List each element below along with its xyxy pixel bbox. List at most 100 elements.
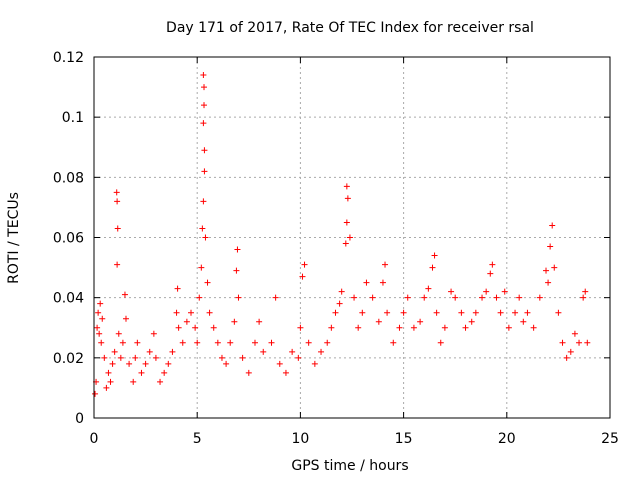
x-tick-label: 25 [601,431,619,447]
x-tick-label: 20 [498,431,516,447]
x-tick-label: 0 [90,431,99,447]
data-point [379,279,386,286]
data-point [505,324,512,331]
data-point [183,318,190,325]
data-point [114,198,121,205]
data-point [115,330,122,337]
chart-title: Day 171 of 2017, Rate Of TEC Index for r… [166,20,534,36]
data-point [122,315,129,322]
data-point [95,309,102,316]
data-point [134,339,141,346]
data-point [567,348,574,355]
data-point [338,288,345,295]
data-point [146,348,153,355]
grid [94,57,610,418]
x-axis-label: GPS time / hours [291,458,408,474]
data-point [318,348,325,355]
data-point [214,339,221,346]
data-point [130,378,137,385]
data-point [512,309,519,316]
data-point [223,360,230,367]
data-point [342,240,349,247]
data-point [150,330,157,337]
data-point [487,270,494,277]
data-point [343,183,350,190]
data-point [260,348,267,355]
data-point [179,339,186,346]
data-point [114,261,121,268]
data-point [543,267,550,274]
data-point [111,348,118,355]
data-point [96,330,103,337]
data-point [94,324,101,331]
data-point [429,264,436,271]
data-point [324,339,331,346]
data-point [138,369,145,376]
data-point [433,309,440,316]
data-point [328,324,335,331]
data-point [282,369,289,376]
data-point [231,318,238,325]
data-point [233,267,240,274]
data-point [390,339,397,346]
data-point [132,354,139,361]
data-point [580,294,587,301]
data-point [202,234,209,241]
data-point [382,261,389,268]
data-point [188,309,195,316]
data-point [576,339,583,346]
y-tick-label: 0.08 [53,170,84,186]
data-point [142,360,149,367]
data-point [200,198,207,205]
data-point [410,324,417,331]
data-point [520,318,527,325]
data-point [458,309,465,316]
data-point [268,339,275,346]
data-point [126,360,133,367]
data-point [441,324,448,331]
data-point [563,354,570,361]
x-tick-label: 5 [193,431,202,447]
data-point [545,279,552,286]
data-point [92,390,99,397]
data-point [161,369,168,376]
data-point [551,264,558,271]
data-point [97,300,104,307]
data-point [555,309,562,316]
data-point [417,318,424,325]
data-point [431,252,438,259]
data-point [493,294,500,301]
data-point [173,309,180,316]
data-point [437,339,444,346]
data-point [472,309,479,316]
data-point [332,309,339,316]
data-point [497,309,504,316]
data-point [119,339,126,346]
data-point [400,309,407,316]
data-point [375,318,382,325]
data-point [530,324,537,331]
data-point [549,222,556,229]
data-points [92,72,591,397]
data-point [276,360,283,367]
data-point [245,369,252,376]
data-point [101,354,108,361]
data-point [114,225,121,232]
data-point [363,279,370,286]
data-point [289,348,296,355]
data-point [421,294,428,301]
data-point [196,294,203,301]
data-point [201,84,208,91]
data-point [251,339,258,346]
data-point [346,234,353,241]
data-point [198,264,205,271]
data-point [343,219,350,226]
data-point [299,273,306,280]
data-point [559,339,566,346]
data-point [305,339,312,346]
y-tick-label: 0.02 [53,351,84,367]
data-point [359,309,366,316]
data-point [355,324,362,331]
data-point [384,309,391,316]
